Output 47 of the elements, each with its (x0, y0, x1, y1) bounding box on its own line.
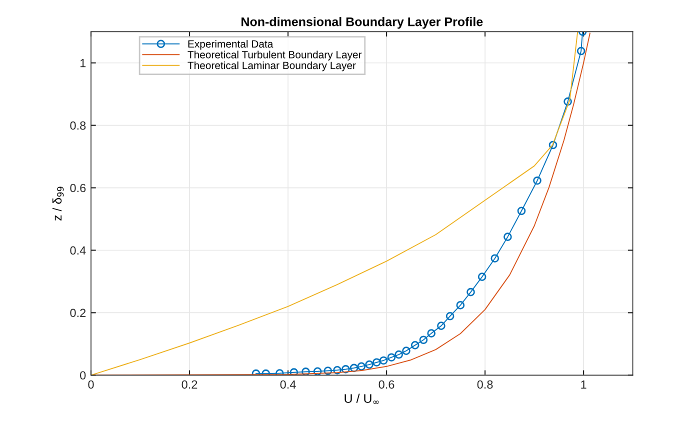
chart-title: Non-dimensional Boundary Layer Profile (242, 17, 483, 29)
point (490, 254, 500, 263)
y-tick-label: 0.8 (70, 121, 86, 130)
point (350, 364, 358, 372)
x-tick-label: 0 (88, 380, 94, 389)
point (548, 140, 558, 150)
point (341, 365, 350, 374)
legend-label: Theoretical Turbulent Boundary Layer (188, 50, 362, 60)
point (357, 362, 366, 371)
point (379, 356, 388, 365)
point (333, 366, 342, 374)
y-tick-label: 0.2 (70, 308, 86, 318)
point (533, 176, 542, 185)
point (394, 350, 404, 359)
legend-label: Experimental Data (188, 40, 274, 50)
point (466, 288, 475, 296)
y-tick-label: 1 (80, 59, 86, 68)
point (410, 341, 420, 350)
point (456, 301, 465, 310)
x-axis-title: U / U$_{∞}$ (344, 394, 379, 404)
point (419, 336, 428, 344)
point (365, 360, 374, 369)
x-tick-label: 1 (581, 380, 586, 389)
x-tick-label: 0.4 (280, 380, 296, 389)
point (564, 97, 572, 106)
y-tick-label: 0.6 (70, 184, 86, 192)
y-axis-title: z / δ$_{99}$ (52, 186, 64, 221)
point (437, 322, 446, 330)
point (313, 367, 322, 376)
point (402, 346, 410, 355)
point (446, 312, 454, 320)
x-tick-label: 0.8 (477, 380, 493, 389)
y-tick-label: 0 (80, 371, 86, 380)
point (478, 272, 486, 281)
point (252, 369, 260, 376)
point (372, 358, 381, 367)
x-tick-label: 0.6 (378, 380, 394, 389)
point (504, 232, 512, 241)
point (387, 353, 396, 362)
y-tick-label: 0.4 (70, 246, 86, 255)
point (576, 46, 586, 56)
point (262, 369, 270, 376)
point (517, 206, 526, 216)
point (324, 366, 332, 375)
point (427, 329, 436, 338)
x-tick-label: 0.2 (182, 380, 198, 389)
legend-label: Theoretical Laminar Boundary Layer (188, 61, 356, 72)
